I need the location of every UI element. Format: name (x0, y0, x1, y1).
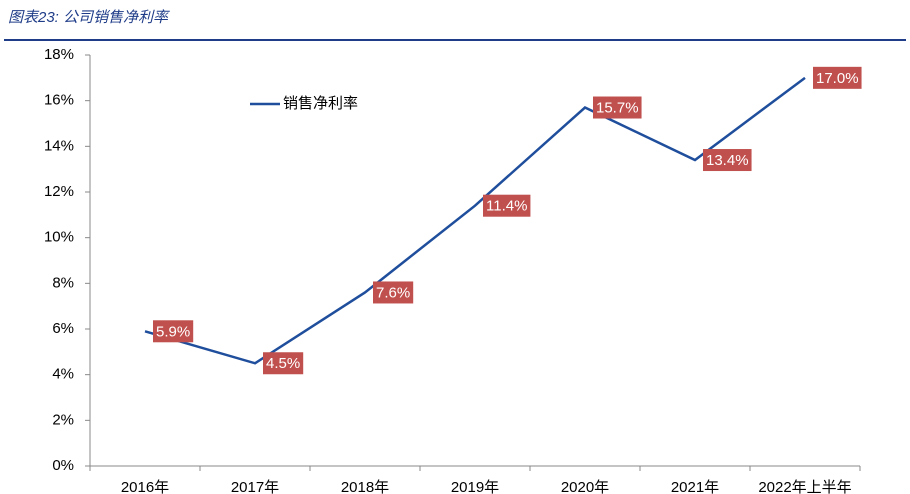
x-tick-label: 2019年 (451, 479, 499, 494)
y-tick-label: 16% (44, 92, 74, 109)
data-label-box (813, 66, 862, 89)
data-label: 11.4% (486, 198, 527, 215)
y-tick-label: 8% (52, 274, 74, 291)
data-label-box (483, 194, 531, 217)
data-label-box (593, 96, 642, 119)
y-tick-label: 18% (44, 46, 74, 63)
data-label: 4.5% (266, 355, 300, 372)
data-label: 17.0% (816, 70, 859, 87)
x-tick-label: 2021年 (671, 479, 719, 494)
data-label-box (153, 320, 194, 343)
legend-label: 销售净利率 (283, 95, 358, 112)
chart-title: 图表23: 公司销售净利率 (8, 9, 170, 26)
data-label-box (263, 352, 304, 375)
y-tick-label: 2% (52, 411, 74, 428)
y-tick-label: 6% (52, 320, 74, 337)
x-tick-label: 2022年上半年 (758, 479, 851, 494)
x-tick-label: 2016年 (121, 479, 169, 494)
data-label: 5.9% (156, 323, 190, 340)
data-label-box (703, 149, 752, 172)
x-tick-label: 2018年 (341, 479, 389, 494)
y-tick-label: 0% (52, 457, 74, 474)
y-tick-label: 10% (44, 229, 74, 246)
y-tick-label: 14% (44, 137, 74, 154)
x-tick-label: 2020年 (561, 479, 609, 494)
data-label: 13.4% (706, 152, 749, 169)
data-label: 7.6% (376, 284, 410, 301)
line (144, 76, 806, 365)
y-tick-label: 12% (44, 183, 74, 200)
data-label: 15.7% (596, 99, 639, 116)
x-tick-label: 2017年 (231, 479, 279, 494)
data-label-box (373, 281, 414, 304)
y-tick-label: 4% (52, 366, 74, 383)
